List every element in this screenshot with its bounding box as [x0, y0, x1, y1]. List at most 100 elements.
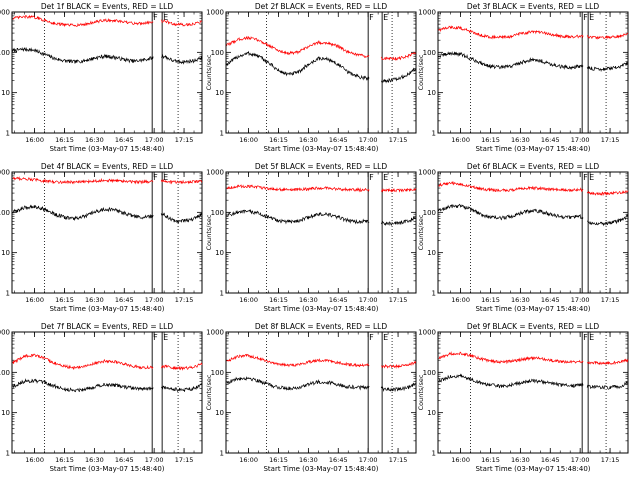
x-tick-label: 16:45 [115, 136, 134, 144]
x-tick-label: 16:15 [481, 296, 500, 304]
series-line-events [438, 373, 629, 390]
flag-label: E [163, 13, 168, 22]
detector-panel-9: Det 9f BLACK = Events, RED = LLD 1 10 100 10… [417, 322, 629, 473]
panel-title: Det 7f BLACK = Events, RED = LLD [41, 322, 174, 331]
y-tick-label: 1 [6, 450, 10, 458]
x-tick-label: 16:00 [451, 456, 470, 464]
y-tick-label: 1000 [206, 9, 224, 17]
flag-label: F [153, 333, 158, 342]
y-tick-label: 1000 [0, 329, 10, 337]
flag-label: E [383, 173, 388, 182]
x-tick-label: 16:15 [269, 296, 288, 304]
flag-label: F [369, 13, 374, 22]
y-tick-label: 1000 [206, 329, 224, 337]
x-tick-label: 16:15 [55, 456, 74, 464]
plot-frame [437, 171, 629, 294]
y-tick-label: 1 [220, 290, 224, 298]
x-tick-label: 17:15 [389, 136, 408, 144]
y-axis-label: Counts/sec [417, 214, 425, 250]
plot-frame [437, 331, 629, 454]
y-tick-label: 100 [211, 209, 224, 217]
x-tick-label: 16:30 [299, 456, 318, 464]
y-tick-label: 1 [432, 130, 436, 138]
y-tick-label: 1000 [418, 9, 436, 17]
panel-title: Det 3f BLACK = Events, RED = LLD [467, 2, 600, 11]
series-line-events [226, 376, 417, 393]
flag-label: F [369, 173, 374, 182]
series-line-lld [226, 35, 417, 61]
series-line-lld [438, 351, 629, 366]
flag-label: F [583, 173, 588, 182]
detector-panel-1: Det 1f BLACK = Events, RED = LLD 1 10 100 10… [0, 2, 203, 153]
y-axis-label: Counts/sec [417, 374, 425, 410]
y-tick-label: 1 [432, 290, 436, 298]
x-tick-label: 16:45 [329, 296, 348, 304]
x-tick-label: 16:30 [299, 296, 318, 304]
x-axis-label: Start Time (03-May-07 15:48:40) [49, 465, 164, 473]
y-axis-label: Counts/sec [417, 54, 425, 90]
plot-frame [11, 171, 203, 294]
detector-panel-7: Det 7f BLACK = Events, RED = LLD 1 10 100 10… [0, 322, 203, 473]
y-tick-label: 1 [6, 290, 10, 298]
x-tick-label: 17:00 [571, 296, 590, 304]
y-axis-label: Counts/sec [205, 54, 213, 90]
y-tick-label: 1000 [418, 169, 436, 177]
y-tick-label: 10 [215, 89, 224, 97]
plot-frame [225, 171, 417, 294]
x-tick-label: 17:00 [359, 136, 378, 144]
x-tick-label: 16:00 [451, 296, 470, 304]
y-tick-label: 1 [432, 450, 436, 458]
y-tick-label: 100 [0, 369, 10, 377]
plot-frame [225, 331, 417, 454]
series-line-events [438, 203, 629, 227]
series-line-lld [438, 25, 629, 40]
x-tick-label: 16:15 [269, 136, 288, 144]
x-tick-label: 16:00 [25, 456, 44, 464]
x-tick-label: 16:30 [85, 136, 104, 144]
y-tick-label: 10 [1, 249, 10, 257]
x-axis-label: Start Time (03-May-07 15:48:40) [263, 305, 378, 313]
detector-panel-3: Det 3f BLACK = Events, RED = LLD 1 10 100 10… [417, 2, 629, 153]
y-tick-label: 100 [423, 49, 436, 57]
x-axis-label: Start Time (03-May-07 15:48:40) [475, 145, 590, 153]
series-line-lld [12, 353, 203, 371]
plot-frame [437, 11, 629, 134]
flag-label: F [369, 333, 374, 342]
panel-title: Det 8f BLACK = Events, RED = LLD [255, 322, 388, 331]
x-tick-label: 16:15 [55, 296, 74, 304]
x-tick-label: 17:00 [145, 296, 164, 304]
x-tick-label: 16:30 [511, 456, 530, 464]
panel-title: Det 6f BLACK = Events, RED = LLD [467, 162, 600, 171]
detector-panel-8: Det 8f BLACK = Events, RED = LLD 1 10 100 10… [205, 322, 417, 473]
y-tick-label: 100 [423, 209, 436, 217]
y-tick-label: 1000 [418, 329, 436, 337]
plot-frame [11, 11, 203, 134]
x-tick-label: 17:15 [601, 136, 620, 144]
y-tick-label: 10 [215, 249, 224, 257]
x-tick-label: 16:45 [115, 456, 134, 464]
x-tick-label: 16:30 [511, 136, 530, 144]
y-tick-label: 100 [423, 369, 436, 377]
y-tick-label: 1000 [0, 169, 10, 177]
series-line-events [12, 378, 203, 393]
x-tick-label: 16:30 [511, 296, 530, 304]
y-tick-label: 100 [211, 49, 224, 57]
flag-label: E [589, 333, 594, 342]
x-tick-label: 17:00 [571, 456, 590, 464]
x-tick-label: 16:00 [239, 296, 258, 304]
x-tick-label: 17:15 [601, 296, 620, 304]
x-tick-label: 17:15 [175, 296, 194, 304]
x-tick-label: 17:00 [571, 136, 590, 144]
series-line-lld [12, 14, 203, 28]
x-tick-label: 17:00 [145, 456, 164, 464]
y-tick-label: 10 [427, 249, 436, 257]
flag-label: F [153, 173, 158, 182]
y-tick-label: 1 [220, 130, 224, 138]
detector-panel-4: Det 4f BLACK = Events, RED = LLD 1 10 100 10… [0, 162, 203, 313]
y-axis-label: Counts/sec [205, 214, 213, 250]
flag-label: F [153, 13, 158, 22]
flag-label: E [589, 13, 594, 22]
panel-title: Det 2f BLACK = Events, RED = LLD [255, 2, 388, 11]
y-axis-label: Counts/sec [205, 374, 213, 410]
series-line-events [12, 204, 203, 224]
